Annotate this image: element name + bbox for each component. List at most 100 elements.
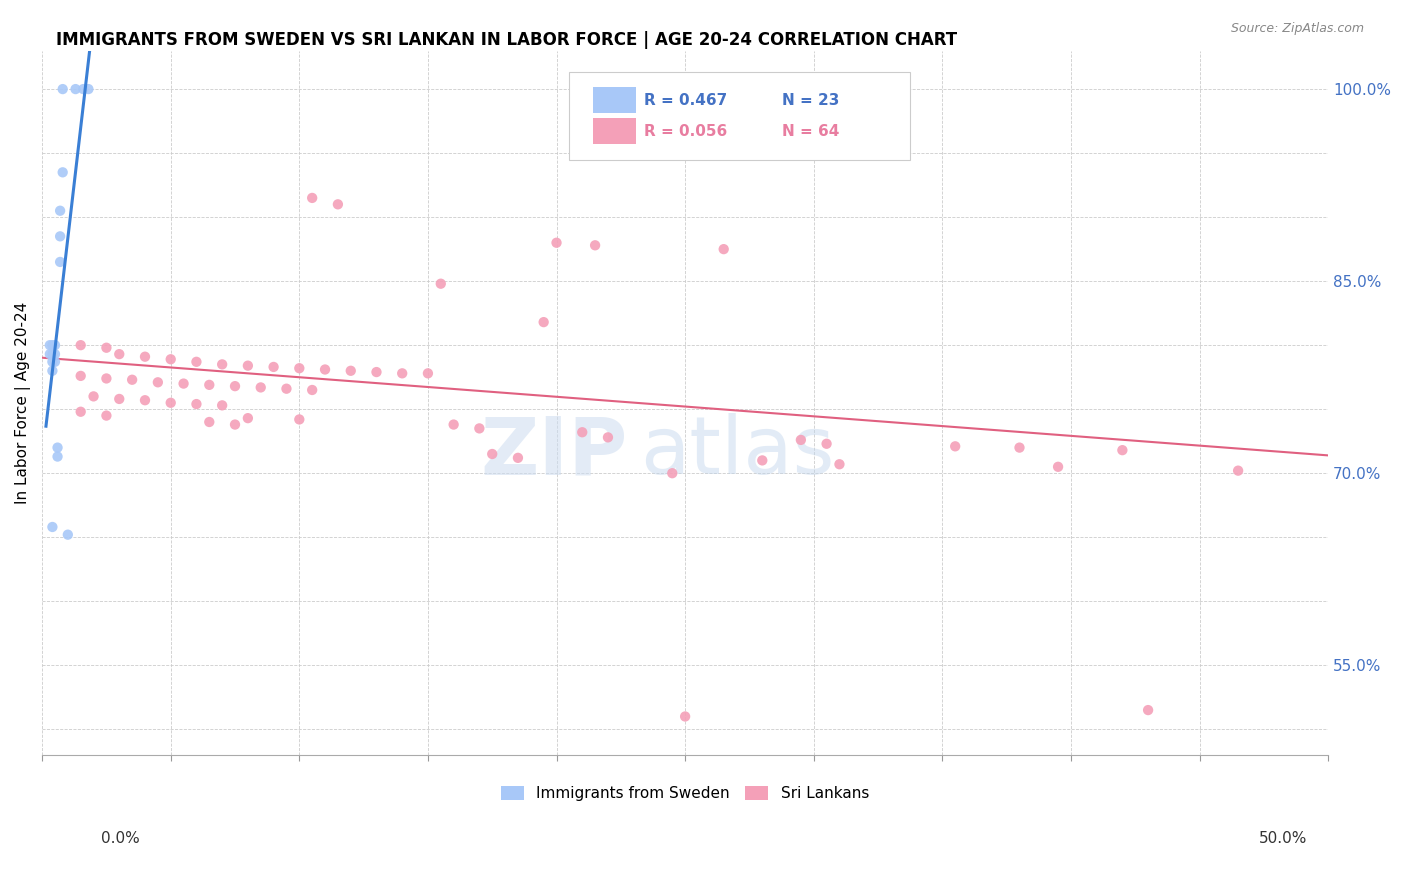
Point [134, 350, 156, 364]
Point [1008, 441, 1031, 455]
Point [276, 382, 298, 396]
Point [790, 82, 813, 96]
Point [249, 380, 271, 394]
Point [46, 450, 69, 464]
Text: atlas: atlas [640, 413, 835, 491]
Text: 50.0%: 50.0% [1260, 831, 1308, 846]
Point [673, 709, 696, 723]
Point [1047, 459, 1070, 474]
Point [44, 347, 66, 361]
FancyBboxPatch shape [569, 72, 910, 160]
Text: IMMIGRANTS FROM SWEDEN VS SRI LANKAN IN LABOR FORCE | AGE 20-24 CORRELATION CHAR: IMMIGRANTS FROM SWEDEN VS SRI LANKAN IN … [56, 31, 957, 49]
Point [301, 191, 323, 205]
Text: R = 0.467: R = 0.467 [644, 93, 727, 108]
Point [263, 359, 285, 374]
Point [211, 357, 233, 371]
Point [443, 417, 465, 432]
Point [198, 377, 221, 392]
Point [159, 396, 181, 410]
Point [49, 203, 72, 218]
Text: N = 23: N = 23 [782, 93, 839, 108]
Point [46, 441, 69, 455]
Point [38, 347, 60, 361]
Point [108, 347, 131, 361]
Point [1137, 703, 1160, 717]
Text: N = 64: N = 64 [782, 124, 839, 139]
Point [943, 439, 966, 453]
Point [69, 405, 91, 419]
FancyBboxPatch shape [592, 118, 637, 144]
Point [481, 447, 503, 461]
Point [44, 338, 66, 352]
Point [83, 389, 105, 403]
Point [236, 359, 259, 373]
Point [56, 527, 79, 541]
Point [77, 82, 100, 96]
Point [44, 355, 66, 369]
Point [546, 235, 568, 250]
Point [326, 197, 349, 211]
Text: ZIP: ZIP [479, 413, 627, 491]
Point [301, 383, 323, 397]
Point [571, 425, 593, 440]
Point [224, 417, 246, 432]
Point [186, 397, 208, 411]
Point [38, 338, 60, 352]
Point [211, 398, 233, 412]
Point [1227, 464, 1250, 478]
Point [288, 361, 311, 376]
Point [661, 467, 683, 481]
Point [52, 165, 75, 179]
Point [121, 373, 143, 387]
Point [134, 393, 156, 408]
Point [96, 409, 118, 423]
Point [41, 520, 63, 534]
Point [96, 371, 118, 385]
Point [69, 338, 91, 352]
Point [146, 376, 169, 390]
Point [583, 238, 606, 252]
Point [173, 376, 195, 391]
Point [391, 367, 413, 381]
Point [65, 82, 87, 96]
Point [314, 362, 336, 376]
Point [224, 379, 246, 393]
Point [713, 242, 735, 256]
Point [763, 82, 786, 96]
Point [41, 355, 63, 369]
Point [506, 450, 529, 465]
Point [108, 392, 131, 406]
Point [41, 347, 63, 361]
Point [533, 315, 555, 329]
Point [366, 365, 388, 379]
Point [41, 338, 63, 352]
Point [41, 364, 63, 378]
Point [52, 82, 75, 96]
Point [72, 82, 94, 96]
Point [468, 421, 491, 435]
Point [69, 368, 91, 383]
Point [186, 355, 208, 369]
Text: Source: ZipAtlas.com: Source: ZipAtlas.com [1230, 22, 1364, 36]
Point [416, 367, 439, 381]
Point [790, 433, 813, 447]
Point [596, 430, 619, 444]
Point [429, 277, 451, 291]
Point [815, 436, 838, 450]
Point [751, 453, 773, 467]
Point [49, 255, 72, 269]
Point [339, 364, 361, 378]
Point [159, 352, 181, 367]
Text: R = 0.056: R = 0.056 [644, 124, 727, 139]
Point [49, 229, 72, 244]
Text: 0.0%: 0.0% [101, 831, 141, 846]
Y-axis label: In Labor Force | Age 20-24: In Labor Force | Age 20-24 [15, 301, 31, 504]
Legend: Immigrants from Sweden, Sri Lankans: Immigrants from Sweden, Sri Lankans [495, 780, 875, 807]
Point [1111, 443, 1133, 458]
Point [236, 411, 259, 425]
Point [828, 457, 851, 471]
FancyBboxPatch shape [592, 87, 637, 113]
Point [198, 415, 221, 429]
Point [288, 412, 311, 426]
Point [96, 341, 118, 355]
